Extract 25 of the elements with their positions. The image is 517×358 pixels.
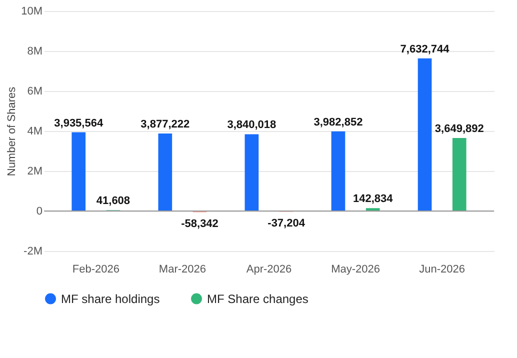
legend-label: MF share holdings [61,292,160,306]
y-tick-label: 0 [36,206,42,218]
data-label: 3,935,564 [54,117,104,130]
y-tick-label: 6M [27,86,42,98]
x-tick-label: Feb-2026 [72,264,120,276]
x-tick-label: May-2026 [331,264,380,276]
x-tick-label: Mar-2026 [158,264,206,276]
x-tick-label: Apr-2026 [246,264,292,276]
data-label: 142,834 [352,193,394,206]
data-label: 41,608 [96,195,130,208]
x-tick-label: Jun-2026 [419,264,466,276]
legend-label: MF Share changes [207,292,308,306]
data-label: 7,632,744 [400,43,450,56]
data-label: -58,342 [181,218,218,230]
data-label: 3,649,892 [434,123,484,135]
data-label: 3,840,018 [227,119,276,132]
y-tick-label: -2M [24,246,42,258]
y-axis-title: Number of Shares [6,86,18,176]
data-label: 3,982,852 [314,116,363,128]
data-label: 3,877,222 [140,118,190,130]
y-tick-label: 10M [21,6,42,18]
y-tick-label: 8M [27,46,42,58]
y-tick-label: 2M [27,166,42,178]
data-label: -37,204 [268,218,306,230]
y-tick-label: 4M [27,126,42,138]
